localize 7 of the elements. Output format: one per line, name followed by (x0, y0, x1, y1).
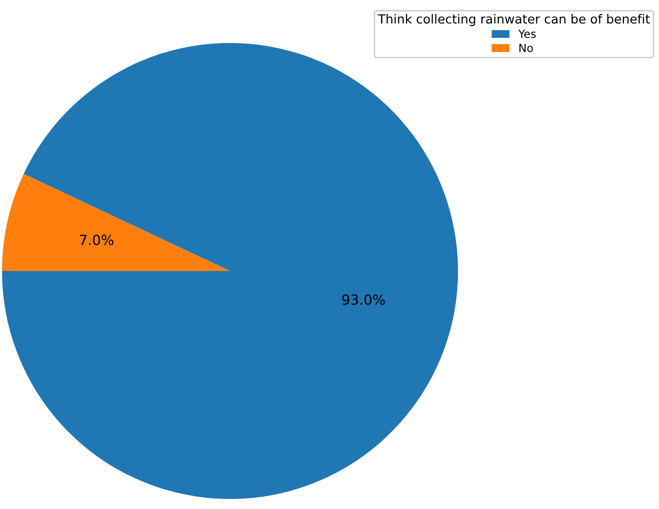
pie-slice (2, 174, 230, 271)
pie-slice (2, 43, 458, 499)
legend-title: Think collecting rainwater can be of benefit (378, 14, 650, 26)
legend-label: No (519, 44, 533, 52)
legend-label: Yes (518, 30, 536, 38)
data-label: 93.0% (342, 294, 385, 305)
data-label: 7.0% (80, 234, 114, 246)
